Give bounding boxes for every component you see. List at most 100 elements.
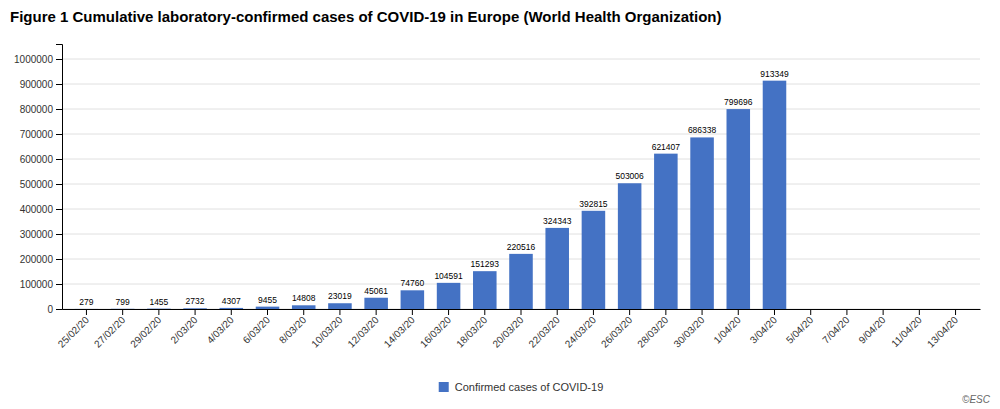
data-label: 621407 [652,142,681,152]
data-label: 799696 [724,97,753,107]
x-tick: 20/03/20 [490,309,526,350]
bar [256,307,280,309]
bar [183,308,207,309]
y-tick-label: 300000 [20,229,54,240]
x-tick: 9/04/20 [856,309,888,346]
x-tick: 3/04/20 [748,309,780,346]
x-tick-mark [702,309,703,315]
x-tick-label: 8/03/20 [277,314,309,346]
x-tick: 2/03/20 [168,309,200,346]
bar [799,309,823,310]
y-tick: 1000000 [14,54,62,65]
x-tick: 8/03/20 [277,309,309,346]
x-tick: 30/03/20 [671,309,707,350]
x-tick-label: 24/03/20 [563,314,599,350]
legend-label: Confirmed cases of COVID-19 [455,381,604,393]
y-tick-label: 200000 [20,254,54,265]
x-tick: 10/03/20 [309,309,345,350]
x-tick-mark [810,309,811,315]
x-tick-mark [521,309,522,315]
legend: Confirmed cases of COVID-19 [439,381,604,393]
x-tick-label: 6/03/20 [241,314,273,346]
annotation: ©ESC [962,394,991,405]
bar [545,228,569,309]
x-tick: 16/03/20 [418,309,454,350]
x-tick-label: 10/03/20 [309,314,345,350]
grid-line [62,184,980,185]
data-label: 2732 [186,296,205,306]
x-tick-label: 1/04/20 [711,314,743,346]
x-tick-label: 18/03/20 [454,314,490,350]
x-tick-label: 2/03/20 [168,314,200,346]
data-label: 23019 [328,291,352,301]
bar [328,303,352,309]
y-tick: 300000 [20,229,62,240]
x-tick: 27/02/20 [92,309,128,350]
y-axis: 0 100000 200000 300000 400000 500000 600000 700… [14,45,62,315]
x-tick-label: 27/02/20 [92,314,128,350]
y-tick-label: 700000 [20,129,54,140]
y-tick-mark [56,59,62,60]
x-tick-mark [86,309,87,315]
bar [618,183,642,309]
y-tick: 700000 [20,129,62,140]
x-tick-mark [122,309,123,315]
legend-swatch [439,382,449,392]
bar [763,81,787,309]
x-tick: 24/03/20 [563,309,599,350]
x-tick: 13/04/20 [925,309,961,350]
x-tick: 12/03/20 [345,309,381,350]
data-label: 392815 [579,199,608,209]
y-tick-label: 500000 [20,179,54,190]
bar [437,283,461,309]
y-tick-label: 800000 [20,104,54,115]
x-tick-label: 5/04/20 [784,314,816,346]
data-label: 104591 [434,271,463,281]
y-tick-label: 1000000 [14,54,53,65]
x-tick-label: 11/04/20 [889,314,924,349]
y-tick-label: 600000 [20,154,54,165]
data-label: 9455 [258,295,277,305]
data-label: 220516 [507,242,536,252]
x-tick-mark [158,309,159,315]
x-tick-label: 13/04/20 [925,314,961,350]
x-tick-label: 29/02/20 [128,314,164,350]
y-tick: 400000 [20,204,62,215]
grid-line [62,134,980,135]
grid-line [62,209,980,210]
grid-line [62,159,980,160]
x-tick-label: 20/03/20 [490,314,526,350]
data-label: 503006 [615,171,644,181]
y-tick-mark [56,209,62,210]
x-tick-label: 3/04/20 [748,314,780,346]
x-tick-label: 22/03/20 [526,314,562,350]
y-tick-label: 100000 [20,279,54,290]
grid [62,59,980,309]
x-tick-label: 4/03/20 [205,314,237,346]
x-tick-mark [774,309,775,315]
y-tick: 900000 [20,79,62,90]
bar [654,154,678,309]
x-tick-label: 14/03/20 [382,314,418,350]
x-tick-label: 30/03/20 [671,314,707,350]
x-tick: 22/03/20 [526,309,562,350]
x-tick-mark [484,309,485,315]
bar [509,254,533,309]
x-tick: 7/04/20 [820,309,852,346]
x-tick-mark [195,309,196,315]
x-tick: 25/02/20 [56,309,92,350]
x-tick: 5/04/20 [784,309,816,346]
bar [582,211,606,309]
data-label: 151293 [471,259,500,269]
y-tick-label: 0 [47,304,53,315]
x-tick-mark [883,309,884,315]
x-tick-mark [955,309,956,315]
y-tick-mark [56,109,62,110]
x-tick-label: 7/04/20 [820,314,852,346]
data-label: 913349 [760,69,789,79]
x-tick: 1/04/20 [711,309,743,346]
bar [401,290,425,309]
data-label: 14808 [292,293,316,303]
x-tick: 18/03/20 [454,309,490,350]
grid-line [62,59,980,60]
